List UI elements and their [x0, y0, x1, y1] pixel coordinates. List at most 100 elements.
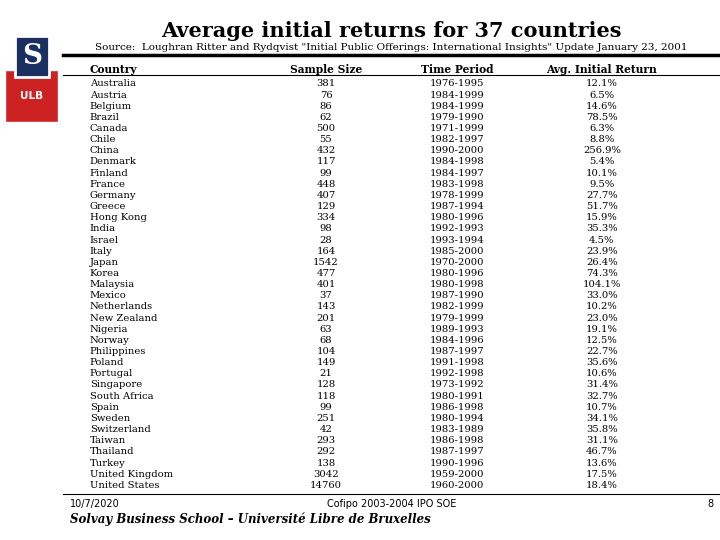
- Text: 6.3%: 6.3%: [589, 124, 614, 133]
- Text: 256.9%: 256.9%: [583, 146, 621, 156]
- Text: 500: 500: [317, 124, 336, 133]
- Text: 1983-1998: 1983-1998: [430, 180, 485, 189]
- Text: 8: 8: [707, 499, 714, 509]
- Text: Norway: Norway: [89, 336, 130, 345]
- Text: 1973-1992: 1973-1992: [430, 381, 485, 389]
- Text: 1542: 1542: [313, 258, 339, 267]
- Text: Finland: Finland: [89, 168, 128, 178]
- Text: 201: 201: [316, 314, 336, 322]
- Text: Switzerland: Switzerland: [89, 425, 150, 434]
- Text: New Zealand: New Zealand: [89, 314, 157, 322]
- Text: 9.5%: 9.5%: [589, 180, 614, 189]
- Text: 251: 251: [316, 414, 336, 423]
- Text: South Africa: South Africa: [89, 392, 153, 401]
- Text: 118: 118: [316, 392, 336, 401]
- Text: Belgium: Belgium: [89, 102, 132, 111]
- Text: 129: 129: [316, 202, 336, 211]
- Text: 117: 117: [316, 158, 336, 166]
- Text: 1986-1998: 1986-1998: [430, 436, 485, 446]
- Text: 12.5%: 12.5%: [586, 336, 618, 345]
- Text: Cofipo 2003-2004 IPO SOE: Cofipo 2003-2004 IPO SOE: [327, 499, 456, 509]
- Text: 1983-1989: 1983-1989: [430, 425, 485, 434]
- Text: 31.4%: 31.4%: [586, 381, 618, 389]
- Text: Sweden: Sweden: [89, 414, 130, 423]
- Text: France: France: [89, 180, 125, 189]
- Text: 14.6%: 14.6%: [586, 102, 618, 111]
- Text: 143: 143: [316, 302, 336, 312]
- Text: 21: 21: [320, 369, 333, 379]
- Text: 68: 68: [320, 336, 333, 345]
- Text: Thailand: Thailand: [89, 448, 134, 456]
- Text: Portugal: Portugal: [89, 369, 133, 379]
- Text: 1984-1997: 1984-1997: [430, 168, 485, 178]
- Text: 1970-2000: 1970-2000: [430, 258, 485, 267]
- Text: 76: 76: [320, 91, 333, 99]
- Text: 18.4%: 18.4%: [586, 481, 618, 490]
- Text: 1978-1999: 1978-1999: [430, 191, 485, 200]
- Text: Avg. Initial Return: Avg. Initial Return: [546, 64, 657, 75]
- Text: 10.1%: 10.1%: [586, 168, 618, 178]
- Text: Austria: Austria: [89, 91, 127, 99]
- Text: 1990-1996: 1990-1996: [430, 458, 485, 468]
- Text: Country: Country: [89, 64, 137, 75]
- Text: Poland: Poland: [89, 358, 124, 367]
- Text: 4.5%: 4.5%: [589, 235, 614, 245]
- Text: 1980-1996: 1980-1996: [430, 269, 485, 278]
- Text: Netherlands: Netherlands: [89, 302, 153, 312]
- Text: 292: 292: [317, 448, 336, 456]
- Text: 1971-1999: 1971-1999: [430, 124, 485, 133]
- Text: 6.5%: 6.5%: [589, 91, 614, 99]
- Text: 1993-1994: 1993-1994: [430, 235, 485, 245]
- Text: ULB: ULB: [20, 91, 43, 101]
- Text: 104.1%: 104.1%: [582, 280, 621, 289]
- Text: Australia: Australia: [89, 79, 135, 89]
- Text: 99: 99: [320, 168, 333, 178]
- Text: 46.7%: 46.7%: [586, 448, 618, 456]
- Text: 10.6%: 10.6%: [586, 369, 618, 379]
- Text: 37: 37: [320, 291, 333, 300]
- Text: 1980-1998: 1980-1998: [430, 280, 485, 289]
- Text: 1980-1991: 1980-1991: [430, 392, 485, 401]
- Text: 138: 138: [316, 458, 336, 468]
- Text: Taiwan: Taiwan: [89, 436, 126, 446]
- Text: 31.1%: 31.1%: [586, 436, 618, 446]
- Text: 74.3%: 74.3%: [586, 269, 618, 278]
- Text: 1984-1996: 1984-1996: [430, 336, 485, 345]
- Text: 1990-2000: 1990-2000: [430, 146, 485, 156]
- Text: China: China: [89, 146, 120, 156]
- Text: Brazil: Brazil: [89, 113, 120, 122]
- Text: India: India: [89, 225, 116, 233]
- Text: 51.7%: 51.7%: [586, 202, 618, 211]
- Text: 1984-1999: 1984-1999: [430, 102, 485, 111]
- Text: 22.7%: 22.7%: [586, 347, 618, 356]
- Text: 33.0%: 33.0%: [586, 291, 618, 300]
- Text: 381: 381: [316, 79, 336, 89]
- Text: 34.1%: 34.1%: [586, 414, 618, 423]
- Text: 27.7%: 27.7%: [586, 191, 618, 200]
- Text: Spain: Spain: [89, 403, 119, 412]
- Text: S: S: [22, 43, 42, 70]
- Text: 32.7%: 32.7%: [586, 392, 618, 401]
- Text: 28: 28: [320, 235, 333, 245]
- Text: 293: 293: [317, 436, 336, 446]
- Text: 1987-1997: 1987-1997: [430, 448, 485, 456]
- Text: 1987-1997: 1987-1997: [430, 347, 485, 356]
- Text: 1987-1990: 1987-1990: [430, 291, 485, 300]
- Text: 99: 99: [320, 403, 333, 412]
- Text: 23.9%: 23.9%: [586, 247, 618, 255]
- Text: 78.5%: 78.5%: [586, 113, 618, 122]
- Text: 62: 62: [320, 113, 333, 122]
- Text: 1982-1997: 1982-1997: [430, 135, 485, 144]
- Text: 104: 104: [316, 347, 336, 356]
- Text: 17.5%: 17.5%: [586, 470, 618, 478]
- Text: 1984-1999: 1984-1999: [430, 91, 485, 99]
- Text: 1992-1993: 1992-1993: [430, 225, 485, 233]
- Text: Source:  Loughran Ritter and Rydqvist "Initial Public Offerings: International I: Source: Loughran Ritter and Rydqvist "In…: [96, 43, 688, 52]
- Text: 63: 63: [320, 325, 333, 334]
- Text: 1980-1996: 1980-1996: [430, 213, 485, 222]
- Text: 448: 448: [316, 180, 336, 189]
- Text: Canada: Canada: [89, 124, 128, 133]
- Text: 1979-1990: 1979-1990: [430, 113, 485, 122]
- Text: 432: 432: [316, 146, 336, 156]
- Text: Solvay Business School – Université Libre de Bruxelles: Solvay Business School – Université Libr…: [70, 513, 431, 526]
